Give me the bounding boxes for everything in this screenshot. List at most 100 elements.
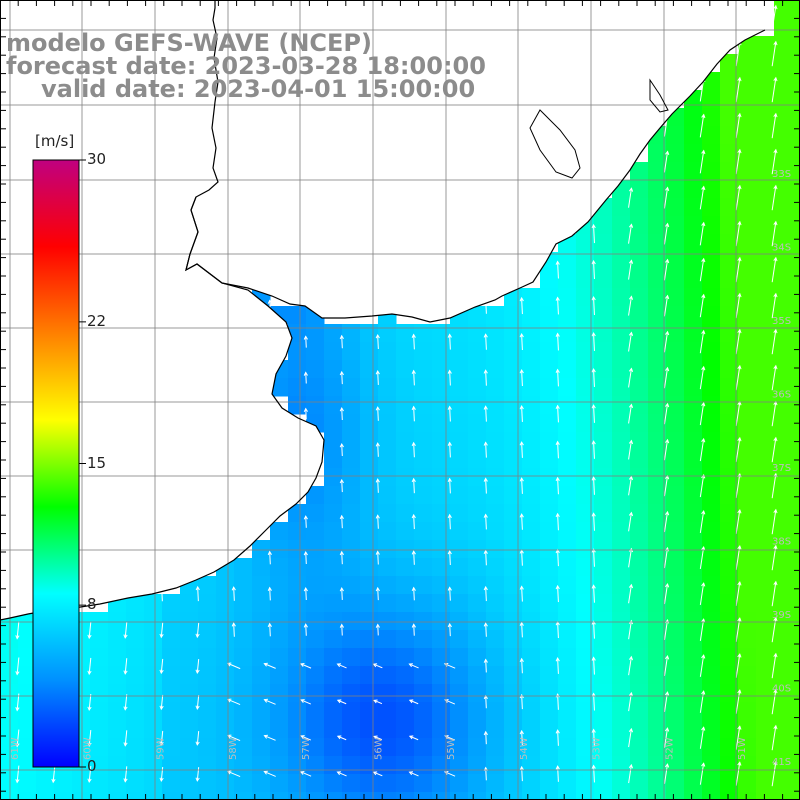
wind-arrow (303, 515, 308, 528)
wind-cell (522, 576, 541, 595)
wind-arrow (591, 295, 596, 316)
wind-arrow (195, 695, 200, 710)
wind-cell (342, 342, 361, 361)
wind-cell (648, 648, 667, 667)
wind-cell (774, 738, 793, 757)
wind-cell (486, 378, 505, 397)
wind-cell (558, 774, 577, 793)
wind-cell (396, 450, 415, 469)
wind-cell (504, 630, 523, 649)
wind-cell (558, 684, 577, 703)
wind-cell (90, 612, 109, 631)
wind-cell (774, 792, 793, 800)
wind-cell (180, 594, 199, 613)
wind-arrow (195, 585, 200, 602)
wind-cell (774, 612, 793, 631)
wind-cell (126, 792, 145, 800)
wind-arrow (735, 256, 742, 283)
wind-cell (558, 594, 577, 613)
wind-cell (540, 738, 559, 757)
wind-cell (648, 774, 667, 793)
wind-cell (774, 234, 793, 253)
wind-cell (774, 504, 793, 523)
wind-cell (630, 378, 649, 397)
wind-cell (594, 378, 613, 397)
wind-cell (630, 432, 649, 451)
wind-arrow (411, 441, 416, 458)
wind-cell (558, 252, 577, 271)
wind-cell (612, 792, 631, 800)
wind-cell (738, 594, 757, 613)
wind-cell (468, 540, 487, 559)
wind-cell (792, 594, 800, 613)
wind-arrow (483, 369, 488, 386)
wind-arrow (447, 586, 452, 601)
wind-cell (108, 630, 127, 649)
wind-cell (792, 306, 800, 325)
wind-arrow (483, 622, 488, 637)
wind-cell (432, 612, 451, 631)
wind-cell (756, 612, 775, 631)
wind-cell (468, 648, 487, 667)
wind-cell (756, 162, 775, 181)
wind-cell (702, 126, 721, 145)
wind-cell (288, 648, 307, 667)
wind-cell (558, 756, 577, 775)
wind-cell (162, 594, 181, 613)
wind-cell (630, 468, 649, 487)
wind-arrow (300, 735, 312, 741)
wind-cell (720, 90, 739, 109)
wind-cell (18, 792, 37, 800)
wind-cell (360, 702, 379, 721)
wind-cell (684, 756, 703, 775)
wind-arrow (444, 735, 456, 741)
wind-cell (522, 648, 541, 667)
wind-cell (126, 720, 145, 739)
wind-cell (468, 612, 487, 631)
wind-cell (540, 792, 559, 800)
wind-cell (504, 666, 523, 685)
wind-cell (720, 252, 739, 271)
wind-cell (306, 594, 325, 613)
wind-arrow (628, 655, 634, 676)
wind-cell (792, 270, 800, 289)
wind-cell (720, 432, 739, 451)
wind-cell (522, 594, 541, 613)
wind-cell (612, 522, 631, 541)
wind-cell (522, 486, 541, 505)
wind-cell (576, 234, 595, 253)
wind-cell (666, 162, 685, 181)
wind-arrow (51, 765, 56, 784)
wind-cell (414, 522, 433, 541)
wind-cell (108, 648, 127, 667)
wind-cell (504, 684, 523, 703)
wind-cell (450, 360, 469, 379)
wind-cell (486, 324, 505, 343)
wind-cell (432, 360, 451, 379)
wind-cell (684, 702, 703, 721)
wind-cell (288, 522, 307, 541)
wind-cell (612, 666, 631, 685)
wind-cell (414, 378, 433, 397)
wind-arrow (664, 691, 670, 712)
wind-arrow (699, 437, 706, 462)
wind-cell (774, 144, 793, 163)
wind-cell (0, 774, 19, 793)
wind-arrow (375, 514, 380, 529)
wind-cell (684, 612, 703, 631)
wind-cell (666, 612, 685, 631)
wind-cell (324, 594, 343, 613)
lon-label: 56W (374, 737, 385, 760)
wind-cell (792, 792, 800, 800)
wind-arrow (663, 294, 670, 317)
wind-arrow (303, 407, 308, 420)
wind-cell (378, 666, 397, 685)
wind-cell (450, 666, 469, 685)
wind-cell (90, 738, 109, 757)
wind-cell (792, 378, 800, 397)
wind-cell (612, 216, 631, 235)
wind-cell (738, 54, 757, 73)
wind-cell (216, 576, 235, 595)
wind-cell (522, 774, 541, 793)
wind-cell (342, 612, 361, 631)
